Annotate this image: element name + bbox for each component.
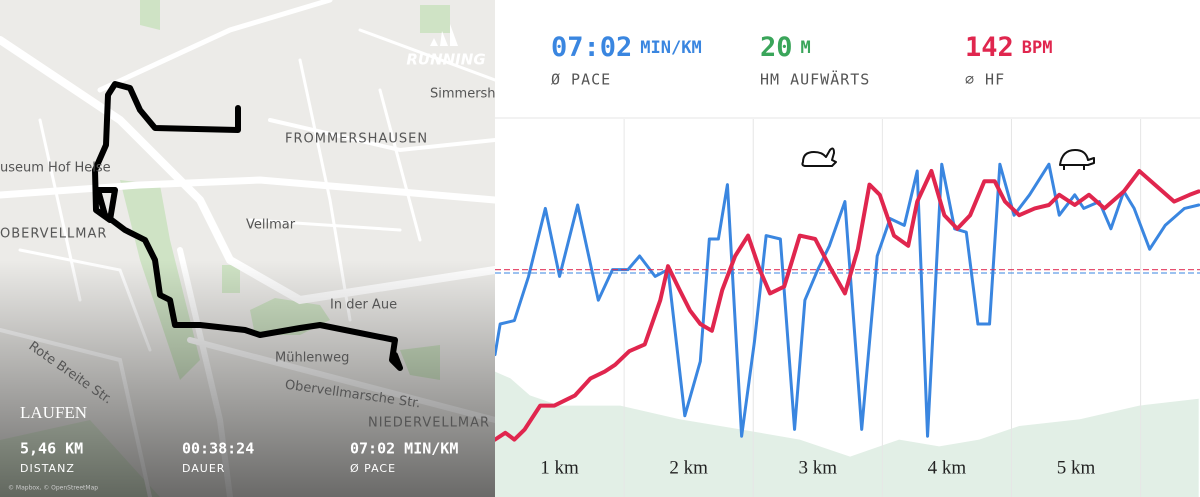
chart: 1 km 2 km 3 km 4 km 5 km [495,119,1200,497]
km-label: 1 km [540,457,579,478]
stat-value: 07:02 MIN/KM [350,440,458,458]
attribution: © Mapbox, © OpenStreetMap [8,485,98,492]
place-label: useum Hof Helse [0,161,111,176]
stat-value: 5,46 KM [20,440,83,458]
series-line [495,169,1200,442]
stat-unit: M [801,38,811,58]
stat-number: 142 [965,32,1014,63]
place-label: FROMMERSHAUSEN [285,132,428,147]
header-stat-label: ⌀ HF [965,71,1005,89]
map-shade [0,260,495,497]
place-label: OBERVELLMAR [0,227,107,242]
map: RUNNING Simmershau FROMMERSHAUSEN useum … [0,0,495,497]
brand-logo [430,24,458,46]
activity-label: LAUFEN [20,403,87,422]
stat-number: 07:02 [551,32,632,63]
elevation-area [495,371,1199,497]
header-stat-label: HM AUFWÄRTS [760,70,870,89]
stat-label: DAUER [182,462,225,475]
place-label: Simmershau [430,87,495,102]
header: 07:02 MIN/KM Ø PACE 20 M HM AUFWÄRTS 142 BPM ⌀ H… [551,32,1053,89]
header-stat-label: Ø PACE [551,71,611,89]
header-stat-value: 20 M [760,32,811,63]
km-label: 3 km [799,457,838,478]
street-label: Mühlenweg [275,351,349,366]
header-stat-value: 07:02 MIN/KM [551,32,702,63]
stat-unit: BPM [1022,38,1053,58]
place-label: NIEDERVELLMAR [368,416,490,431]
header-stat-value: 142 BPM [965,32,1053,63]
stat-value: 00:38:24 [182,440,254,458]
km-label: 2 km [669,457,708,478]
place-label: Vellmar [246,218,296,233]
turtle-icon [1059,149,1095,170]
rabbit-icon [801,147,837,167]
stat-label: DISTANZ [20,462,75,475]
stats-panel: 07:02 MIN/KM Ø PACE 20 M HM AUFWÄRTS 142 BPM ⌀ H… [495,0,1200,497]
street-label: In der Aue [330,298,397,313]
km-label: 5 km [1057,457,1096,478]
stat-number: 20 [760,32,793,63]
stat-label: Ø PACE [350,462,396,475]
km-label: 4 km [928,457,967,478]
brand-text: RUNNING [406,51,485,69]
stat-unit: MIN/KM [640,38,701,58]
